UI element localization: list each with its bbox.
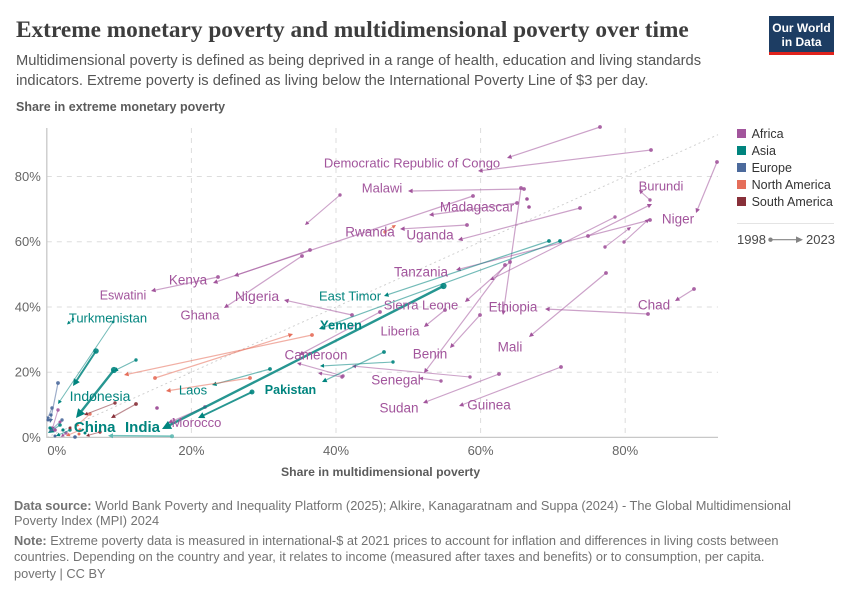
svg-text:Nigeria: Nigeria: [235, 288, 280, 304]
svg-text:Sudan: Sudan: [379, 401, 418, 416]
svg-text:Liberia: Liberia: [380, 324, 420, 339]
svg-text:80%: 80%: [612, 443, 638, 458]
svg-text:Yemen: Yemen: [320, 318, 362, 333]
svg-text:Mali: Mali: [498, 340, 523, 355]
svg-text:Pakistan: Pakistan: [265, 383, 316, 397]
svg-text:Democratic Republic of Congo: Democratic Republic of Congo: [324, 156, 500, 171]
svg-text:Niger: Niger: [662, 212, 695, 227]
svg-text:Senegal: Senegal: [371, 373, 421, 388]
svg-text:Guinea: Guinea: [467, 398, 511, 413]
svg-text:East Timor: East Timor: [319, 289, 382, 304]
svg-text:Ghana: Ghana: [180, 308, 220, 323]
svg-text:China: China: [74, 419, 116, 436]
svg-text:2023: 2023: [806, 232, 835, 247]
svg-text:Kenya: Kenya: [169, 273, 208, 288]
svg-text:80%: 80%: [15, 169, 41, 184]
svg-text:Tanzania: Tanzania: [394, 265, 449, 280]
svg-text:20%: 20%: [178, 443, 204, 458]
svg-text:1998: 1998: [737, 232, 766, 247]
svg-text:Malawi: Malawi: [362, 181, 403, 196]
svg-text:India: India: [125, 419, 161, 436]
svg-text:0%: 0%: [47, 443, 66, 458]
svg-text:Uganda: Uganda: [406, 228, 454, 243]
svg-text:Rwanda: Rwanda: [345, 225, 395, 240]
svg-text:Benin: Benin: [413, 347, 448, 362]
svg-text:Sierra Leone: Sierra Leone: [384, 298, 458, 313]
svg-text:0%: 0%: [22, 430, 41, 445]
svg-text:Madagascar: Madagascar: [440, 200, 515, 215]
svg-text:40%: 40%: [15, 300, 41, 315]
svg-text:60%: 60%: [15, 234, 41, 249]
svg-text:Eswatini: Eswatini: [100, 288, 147, 302]
svg-text:Ethiopia: Ethiopia: [489, 300, 538, 315]
svg-text:Burundi: Burundi: [639, 179, 684, 194]
svg-text:Cameroon: Cameroon: [284, 348, 347, 363]
svg-text:Indonesia: Indonesia: [70, 388, 131, 404]
svg-text:60%: 60%: [468, 443, 494, 458]
svg-text:Turkmenistan: Turkmenistan: [69, 311, 147, 326]
svg-text:Morocco: Morocco: [172, 415, 222, 430]
svg-text:20%: 20%: [15, 365, 41, 380]
svg-text:40%: 40%: [323, 443, 349, 458]
svg-text:Chad: Chad: [638, 298, 670, 313]
svg-text:Laos: Laos: [179, 383, 208, 398]
